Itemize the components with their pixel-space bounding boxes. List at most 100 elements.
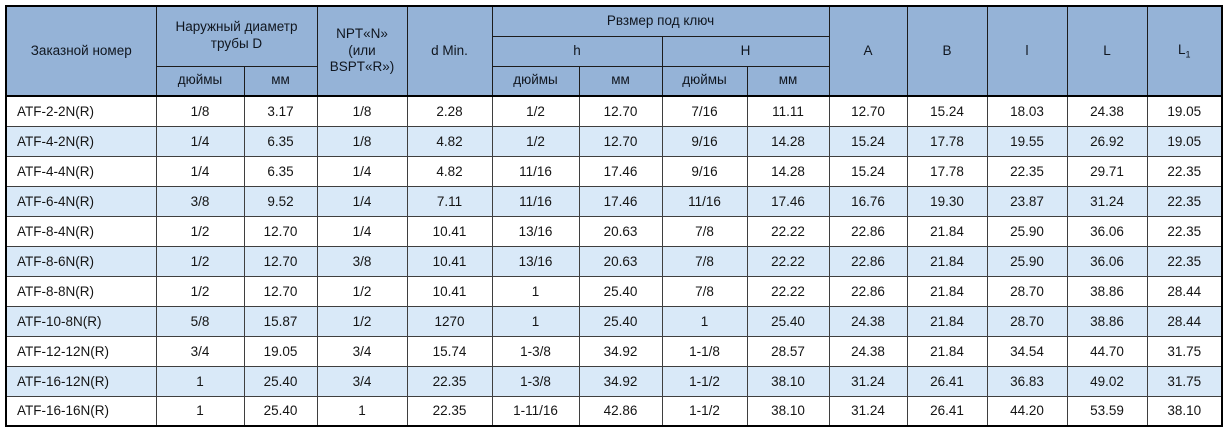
- value-cell: 1/2: [155, 215, 245, 247]
- col-header-order-number: Заказной номер: [5, 5, 157, 97]
- value-cell: 6.35: [243, 155, 318, 187]
- value-cell: 22.22: [746, 275, 830, 307]
- value-cell: 1/4: [155, 125, 245, 157]
- value-cell: 49.02: [1066, 365, 1148, 397]
- table-row: ATF-16-12N(R) 1 25.40 3/4 22.35 1-3/8 34.92 1-1…: [5, 365, 1223, 397]
- value-cell: 1/8: [316, 95, 408, 127]
- value-cell: 38.86: [1066, 275, 1148, 307]
- value-cell: 12.70: [243, 215, 318, 247]
- value-cell: 17.78: [906, 155, 988, 187]
- value-cell: 29.71: [1066, 155, 1148, 187]
- subheader-inches-hh: дюймы: [661, 65, 748, 97]
- value-cell: 9/16: [661, 125, 748, 157]
- value-cell: 14.28: [746, 155, 830, 187]
- value-cell: 4.82: [406, 155, 493, 187]
- order-number-cell: ATF-4-2N(R): [5, 125, 157, 157]
- table-row: ATF-6-4N(R) 3/8 9.52 1/4 7.11 11/16 17.46 11/16…: [5, 185, 1223, 217]
- col-header-outer-diameter: Наружный диаметр трубы D: [155, 5, 318, 67]
- value-cell: 22.86: [828, 215, 908, 247]
- value-cell: 13/16: [491, 215, 580, 247]
- value-cell: 21.84: [906, 245, 988, 277]
- value-cell: 1: [661, 305, 748, 337]
- col-header-l-big: L: [1066, 5, 1148, 97]
- value-cell: 38.86: [1066, 305, 1148, 337]
- value-cell: 22.35: [1146, 185, 1223, 217]
- value-cell: 28.44: [1146, 275, 1223, 307]
- fittings-spec-table: Заказной номер Наружный диаметр трубы D …: [5, 5, 1224, 427]
- value-cell: 20.63: [578, 215, 663, 247]
- value-cell: 1-1/2: [661, 365, 748, 397]
- value-cell: 1-11/16: [491, 395, 580, 427]
- value-cell: 1/4: [155, 155, 245, 187]
- value-cell: 21.84: [906, 275, 988, 307]
- value-cell: 17.78: [906, 125, 988, 157]
- col-header-h-lower: h: [491, 35, 663, 67]
- value-cell: 22.86: [828, 245, 908, 277]
- value-cell: 7/8: [661, 245, 748, 277]
- value-cell: 7.11: [406, 185, 493, 217]
- value-cell: 22.22: [746, 245, 830, 277]
- order-number-cell: ATF-6-4N(R): [5, 185, 157, 217]
- value-cell: 21.84: [906, 215, 988, 247]
- value-cell: 7/8: [661, 215, 748, 247]
- value-cell: 11/16: [491, 185, 580, 217]
- col-header-npt: NPT«N» (или BSPT«R»): [316, 5, 408, 97]
- table-body: ATF-2-2N(R) 1/8 3.17 1/8 2.28 1/2 12.70 7/16 11.…: [5, 95, 1223, 427]
- value-cell: 1: [155, 365, 245, 397]
- value-cell: 25.40: [243, 365, 318, 397]
- col-header-l-small: l: [986, 5, 1068, 97]
- value-cell: 11/16: [491, 155, 580, 187]
- value-cell: 28.57: [746, 335, 830, 367]
- value-cell: 14.28: [746, 125, 830, 157]
- order-number-cell: ATF-8-8N(R): [5, 275, 157, 307]
- value-cell: 25.90: [986, 245, 1068, 277]
- value-cell: 17.46: [578, 185, 663, 217]
- table-row: ATF-16-16N(R) 1 25.40 1 22.35 1-11/16 42.86 1-1…: [5, 395, 1223, 427]
- value-cell: 31.75: [1146, 365, 1223, 397]
- value-cell: 1/2: [316, 275, 408, 307]
- order-number-cell: ATF-2-2N(R): [5, 95, 157, 127]
- value-cell: 20.63: [578, 245, 663, 277]
- order-number-cell: ATF-16-16N(R): [5, 395, 157, 427]
- value-cell: 1/4: [316, 185, 408, 217]
- col-header-a: A: [828, 5, 908, 97]
- value-cell: 1-3/8: [491, 335, 580, 367]
- table-row: ATF-10-8N(R) 5/8 15.87 1/2 1270 1 25.40 1 25.40 2…: [5, 305, 1223, 337]
- value-cell: 11/16: [661, 185, 748, 217]
- order-number-cell: ATF-8-6N(R): [5, 245, 157, 277]
- value-cell: 36.06: [1066, 245, 1148, 277]
- value-cell: 3/8: [155, 185, 245, 217]
- value-cell: 24.38: [1066, 95, 1148, 127]
- value-cell: 13/16: [491, 245, 580, 277]
- order-number-cell: ATF-10-8N(R): [5, 305, 157, 337]
- value-cell: 25.40: [578, 275, 663, 307]
- value-cell: 7/8: [661, 275, 748, 307]
- table-row: ATF-8-4N(R) 1/2 12.70 1/4 10.41 13/16 20.63 7/8…: [5, 215, 1223, 247]
- value-cell: 28.44: [1146, 305, 1223, 337]
- value-cell: 9/16: [661, 155, 748, 187]
- value-cell: 18.03: [986, 95, 1068, 127]
- order-number-cell: ATF-4-4N(R): [5, 155, 157, 187]
- order-number-cell: ATF-12-12N(R): [5, 335, 157, 367]
- value-cell: 23.87: [986, 185, 1068, 217]
- table-row: ATF-4-4N(R) 1/4 6.35 1/4 4.82 11/16 17.46 9/16 1…: [5, 155, 1223, 187]
- value-cell: 22.86: [828, 275, 908, 307]
- value-cell: 7/16: [661, 95, 748, 127]
- value-cell: 15.24: [906, 95, 988, 127]
- value-cell: 3/4: [316, 365, 408, 397]
- value-cell: 10.41: [406, 245, 493, 277]
- subheader-mm-h: мм: [578, 65, 663, 97]
- value-cell: 3/8: [316, 245, 408, 277]
- value-cell: 22.22: [746, 215, 830, 247]
- value-cell: 3/4: [155, 335, 245, 367]
- value-cell: 1/2: [491, 95, 580, 127]
- subheader-inches-h: дюймы: [491, 65, 580, 97]
- value-cell: 12.70: [828, 95, 908, 127]
- col-header-h-upper: H: [661, 35, 830, 67]
- value-cell: 34.92: [578, 365, 663, 397]
- table-row: ATF-2-2N(R) 1/8 3.17 1/8 2.28 1/2 12.70 7/16 11.…: [5, 95, 1223, 127]
- value-cell: 1/2: [491, 125, 580, 157]
- l1-base: L: [1178, 41, 1186, 57]
- value-cell: 2.28: [406, 95, 493, 127]
- value-cell: 1: [316, 395, 408, 427]
